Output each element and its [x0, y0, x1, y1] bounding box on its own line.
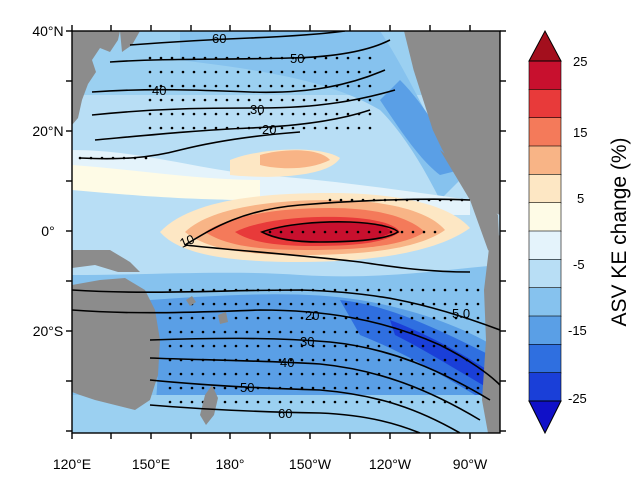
colorbar-segment — [528, 287, 562, 317]
colorbar-tick-label: 15 — [573, 125, 587, 140]
latitude-labels: 40°N 20°N 0° 20°S — [32, 23, 63, 339]
contour-label: 5.0 — [452, 306, 470, 321]
colorbar-segment — [528, 259, 562, 289]
colorbar-tick-label: 5 — [577, 191, 584, 206]
lat-label-40n: 40°N — [32, 23, 63, 39]
map-frame — [71, 30, 501, 434]
lat-label-20n: 20°N — [32, 123, 63, 139]
lon-label-120e: 120°E — [53, 456, 91, 472]
colorbar-tick-labels: 25 15 5 -5 -15 -25 — [568, 54, 587, 406]
colorbar-segment — [528, 117, 562, 147]
island-land-2 — [218, 312, 228, 324]
colorbar-segment — [528, 145, 562, 176]
colorbar: 25 15 5 -5 -15 -25 ASV KE change (%) — [528, 29, 631, 435]
colorbar-segments — [528, 60, 562, 402]
contour-label: 20 — [262, 122, 276, 137]
new-guinea-land — [72, 250, 140, 272]
island-land — [186, 296, 196, 306]
contour-label: 30 — [250, 102, 264, 117]
contour-label: 10 — [178, 231, 197, 250]
lat-label-20s: 20°S — [33, 323, 64, 339]
colorbar-segment — [528, 202, 562, 232]
colorbar-segment — [528, 344, 562, 374]
japan-land — [120, 31, 140, 52]
new-zealand-land — [200, 385, 218, 425]
contour-label-group: 60 50 40 30 20 10 5.0 20 30 40 50 60 — [152, 31, 470, 421]
colorbar-segment — [528, 230, 562, 261]
colorbar-segment — [528, 89, 562, 119]
lon-label-180: 180° — [216, 456, 245, 472]
contour-label: 60 — [278, 406, 292, 421]
colorbar-tick-label: -15 — [568, 323, 587, 338]
colorbar-tick-label: 25 — [573, 54, 587, 69]
colorbar-bottom-triangle — [528, 400, 562, 435]
significance-stippling — [78, 56, 480, 404]
colorbar-tick-label: -5 — [573, 257, 585, 272]
colorbar-segment — [528, 372, 562, 402]
lon-label-90w: 90°W — [453, 456, 488, 472]
contour-label: 20 — [305, 308, 319, 323]
south-america-land — [482, 235, 500, 433]
colorbar-segment — [528, 60, 562, 91]
contour-label: 40 — [280, 355, 294, 370]
colorbar-segment — [528, 174, 562, 204]
lon-label-150e: 150°E — [132, 456, 170, 472]
contour-lines — [72, 31, 500, 433]
contour-label: 50 — [240, 380, 254, 395]
axis-ticks — [66, 25, 506, 439]
contour-label: 30 — [300, 334, 314, 349]
mexico-coast — [440, 150, 500, 260]
colorbar-top-triangle — [528, 29, 562, 62]
longitude-labels: 120°E 150°E 180° 150°W 120°W 90°W — [53, 456, 488, 472]
australia-land — [72, 278, 160, 410]
map-panel: 60 50 40 30 20 10 5.0 20 30 40 50 60 — [72, 31, 500, 433]
lon-label-120w: 120°W — [369, 456, 412, 472]
contour-label: 60 — [212, 31, 226, 46]
contour-label: 40 — [152, 83, 166, 98]
colorbar-title: ASV KE change (%) — [608, 137, 631, 326]
colorbar-segment — [528, 315, 562, 346]
lon-label-150w: 150°W — [289, 456, 332, 472]
contour-label: 50 — [290, 51, 304, 66]
lat-label-eq: 0° — [41, 223, 54, 239]
colorbar-tick-label: -25 — [568, 391, 587, 406]
north-america-land — [404, 31, 500, 215]
asia-land — [72, 31, 120, 125]
